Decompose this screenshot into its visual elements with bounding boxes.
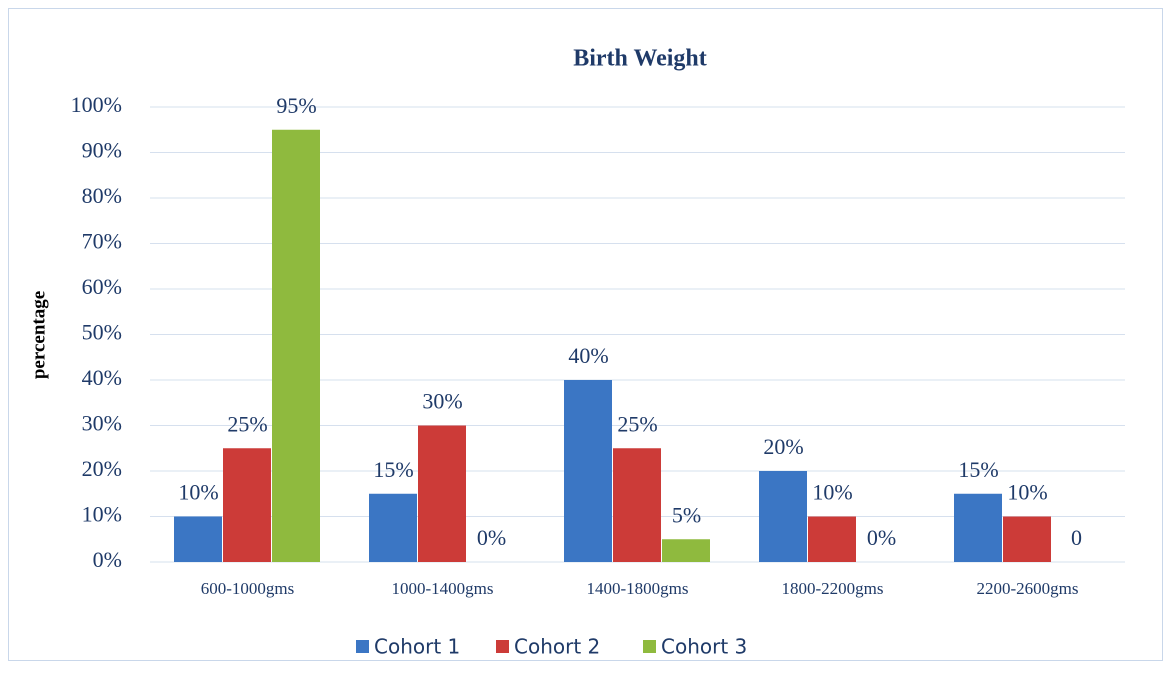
data-label: 15% (958, 457, 998, 482)
bar (418, 425, 466, 562)
data-label: 30% (422, 389, 462, 414)
bar (759, 471, 807, 562)
y-tick-label: 0% (93, 547, 122, 572)
data-label: 25% (617, 411, 657, 436)
legend-label: Cohort 3 (661, 635, 747, 659)
chart-title: Birth Weight (573, 46, 707, 72)
bar (613, 448, 661, 562)
y-axis-label: percentage (28, 291, 49, 379)
x-tick-label: 1000-1400gms (392, 579, 494, 598)
bar (662, 539, 710, 562)
bar (174, 516, 222, 562)
y-tick-label: 50% (82, 320, 122, 345)
data-label: 95% (276, 93, 316, 118)
data-label: 15% (373, 457, 413, 482)
bar (808, 516, 856, 562)
data-label: 10% (178, 480, 218, 505)
legend-swatch (643, 640, 656, 653)
y-tick-label: 70% (82, 229, 122, 254)
y-tick-label: 60% (82, 274, 122, 299)
y-tick-label: 100% (71, 92, 122, 117)
data-label: 20% (763, 434, 803, 459)
bar (1003, 516, 1051, 562)
data-label: 10% (1007, 480, 1047, 505)
y-tick-label: 10% (82, 502, 122, 527)
y-tick-label: 20% (82, 456, 122, 481)
legend-label: Cohort 2 (514, 635, 600, 659)
legend-label: Cohort 1 (374, 635, 460, 659)
data-label: 40% (568, 343, 608, 368)
data-label: 25% (227, 411, 267, 436)
bar (954, 493, 1002, 562)
bar (272, 129, 320, 562)
data-label: 5% (672, 502, 701, 527)
x-tick-label: 600-1000gms (201, 579, 295, 598)
data-label: 10% (812, 480, 852, 505)
y-tick-label: 90% (82, 138, 122, 163)
y-tick-label: 40% (82, 365, 122, 390)
legend-swatch (496, 640, 509, 653)
x-tick-label: 1400-1800gms (587, 579, 689, 598)
bar (369, 493, 417, 562)
legend-swatch (356, 640, 369, 653)
bar (223, 448, 271, 562)
data-label: 0% (867, 525, 896, 550)
data-label: 0 (1071, 525, 1082, 550)
bar (564, 380, 612, 562)
x-tick-label: 2200-2600gms (977, 579, 1079, 598)
y-tick-label: 30% (82, 411, 122, 436)
y-tick-label: 80% (82, 183, 122, 208)
x-tick-label: 1800-2200gms (782, 579, 884, 598)
data-label: 0% (477, 525, 506, 550)
